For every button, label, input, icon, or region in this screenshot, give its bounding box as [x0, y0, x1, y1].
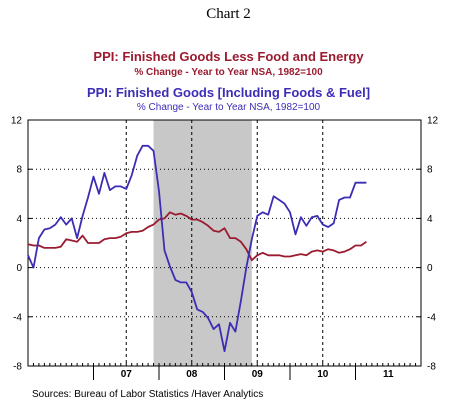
y-tick-label-right: 8: [427, 165, 433, 176]
y-tick-label-left: 8: [16, 165, 22, 176]
legend-series2-subtitle: % Change - Year to Year NSA, 1982=100: [136, 102, 321, 113]
y-tick-label-right: 0: [427, 263, 433, 274]
y-tick-label-right: 4: [427, 214, 433, 225]
x-tick-label: 07: [121, 369, 133, 380]
y-tick-label-right: -8: [427, 362, 436, 373]
y-tick-label-left: 4: [16, 214, 22, 225]
y-tick-label-left: 12: [11, 116, 23, 127]
y-tick-label-left: 0: [16, 263, 22, 274]
series-line-total-ppi: [27, 144, 367, 353]
legend-series1-subtitle: % Change - Year to Year NSA, 1982=100: [134, 67, 323, 78]
legend-series1-title: PPI: Finished Goods Less Food and Energy: [93, 49, 364, 64]
y-tick-label-left: -8: [13, 362, 22, 373]
y-tick-label-right: -4: [427, 312, 436, 323]
recession-shading: [153, 120, 252, 366]
source-note: Sources: Bureau of Labor Statistics /Hav…: [32, 389, 264, 400]
x-tick-label: 08: [186, 369, 198, 380]
x-tick-label: 09: [252, 369, 264, 380]
y-tick-label-left: -4: [13, 312, 22, 323]
x-tick-label: 11: [383, 369, 394, 380]
chart-title: Chart 2: [206, 6, 251, 22]
legend-series2-title: PPI: Finished Goods [Including Foods & F…: [86, 85, 371, 100]
x-tick-label: 10: [317, 369, 329, 380]
series-line-core-ppi: [27, 211, 367, 262]
y-tick-label-right: 12: [427, 116, 439, 127]
